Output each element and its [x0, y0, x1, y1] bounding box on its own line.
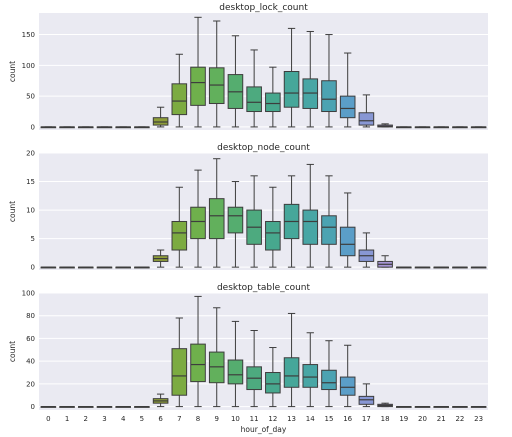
x-tick-label: 9 — [214, 415, 218, 423]
x-tick-label: 6 — [158, 415, 163, 423]
box-11 — [246, 86, 262, 113]
x-tick-label: 4 — [121, 415, 126, 423]
y-tick-label: 60 — [26, 335, 35, 343]
box-8 — [190, 66, 206, 106]
box-9 — [208, 67, 225, 105]
x-tick-label: 8 — [196, 415, 200, 423]
y-tick-label: 50 — [26, 93, 35, 101]
x-tick-label: 0 — [46, 415, 50, 423]
x-tick-label: 20 — [418, 415, 427, 423]
x-tick-label: 15 — [325, 415, 334, 423]
y-tick-label: 20 — [26, 150, 35, 158]
x-tick-label: 21 — [437, 415, 446, 423]
panel-background — [39, 153, 488, 270]
x-tick-label: 12 — [268, 415, 277, 423]
box-12 — [265, 92, 281, 113]
x-tick-label: 3 — [102, 415, 106, 423]
x-tick-label: 2 — [84, 415, 88, 423]
x-tick-label: 16 — [343, 415, 352, 423]
box-13 — [283, 357, 300, 388]
box-12 — [265, 220, 281, 251]
box-16 — [339, 95, 356, 119]
y-tick-label: 0 — [31, 264, 35, 272]
y-tick-label: 5 — [31, 235, 35, 243]
panel-title: desktop_table_count — [217, 283, 311, 293]
panel-background — [39, 293, 488, 410]
panel-title: desktop_lock_count — [219, 3, 308, 13]
x-tick-label: 13 — [287, 415, 296, 423]
x-tick-label: 22 — [455, 415, 464, 423]
panel-background — [39, 13, 488, 130]
box-8 — [190, 343, 206, 383]
box-8 — [190, 206, 206, 240]
box-15 — [321, 215, 337, 245]
y-axis-label: count — [8, 61, 17, 82]
box-7 — [171, 83, 188, 116]
y-tick-label: 40 — [26, 358, 35, 366]
box-7 — [171, 348, 188, 396]
y-tick-label: 20 — [26, 380, 35, 388]
box-10 — [227, 206, 244, 234]
y-axis-label: count — [8, 341, 17, 362]
x-tick-label: 10 — [231, 415, 240, 423]
y-axis-label: count — [8, 201, 17, 222]
x-tick-label: 17 — [362, 415, 371, 423]
box-14 — [302, 364, 319, 388]
x-tick-label: 1 — [65, 415, 69, 423]
y-tick-label: 0 — [31, 403, 35, 411]
y-tick-label: 0 — [31, 123, 35, 131]
y-tick-label: 10 — [26, 207, 35, 215]
box-14 — [302, 78, 319, 109]
box-16 — [339, 226, 356, 257]
x-tick-label: 7 — [177, 415, 181, 423]
box-15 — [321, 369, 337, 391]
box-12 — [265, 372, 281, 394]
box-6 — [152, 117, 169, 126]
x-axis-label: hour_of_day — [241, 425, 287, 434]
y-tick-label: 80 — [26, 312, 35, 320]
box-14 — [302, 209, 319, 245]
y-tick-label: 100 — [22, 290, 35, 298]
box-9 — [208, 198, 225, 240]
box-16 — [339, 376, 356, 396]
y-tick-label: 150 — [22, 31, 35, 39]
box-10 — [227, 359, 244, 385]
box-15 — [321, 80, 337, 113]
panel-title: desktop_node_count — [217, 143, 310, 153]
box-17 — [358, 112, 375, 126]
x-tick-label: 5 — [140, 415, 144, 423]
x-tick-label: 23 — [474, 415, 483, 423]
y-tick-label: 100 — [22, 62, 35, 70]
box-13 — [283, 71, 300, 108]
x-tick-label: 14 — [306, 415, 315, 423]
x-tick-label: 18 — [381, 415, 390, 423]
x-tick-label: 11 — [250, 415, 259, 423]
box-7 — [171, 220, 188, 251]
y-tick-label: 15 — [26, 178, 35, 186]
x-tick-label: 19 — [399, 415, 408, 423]
